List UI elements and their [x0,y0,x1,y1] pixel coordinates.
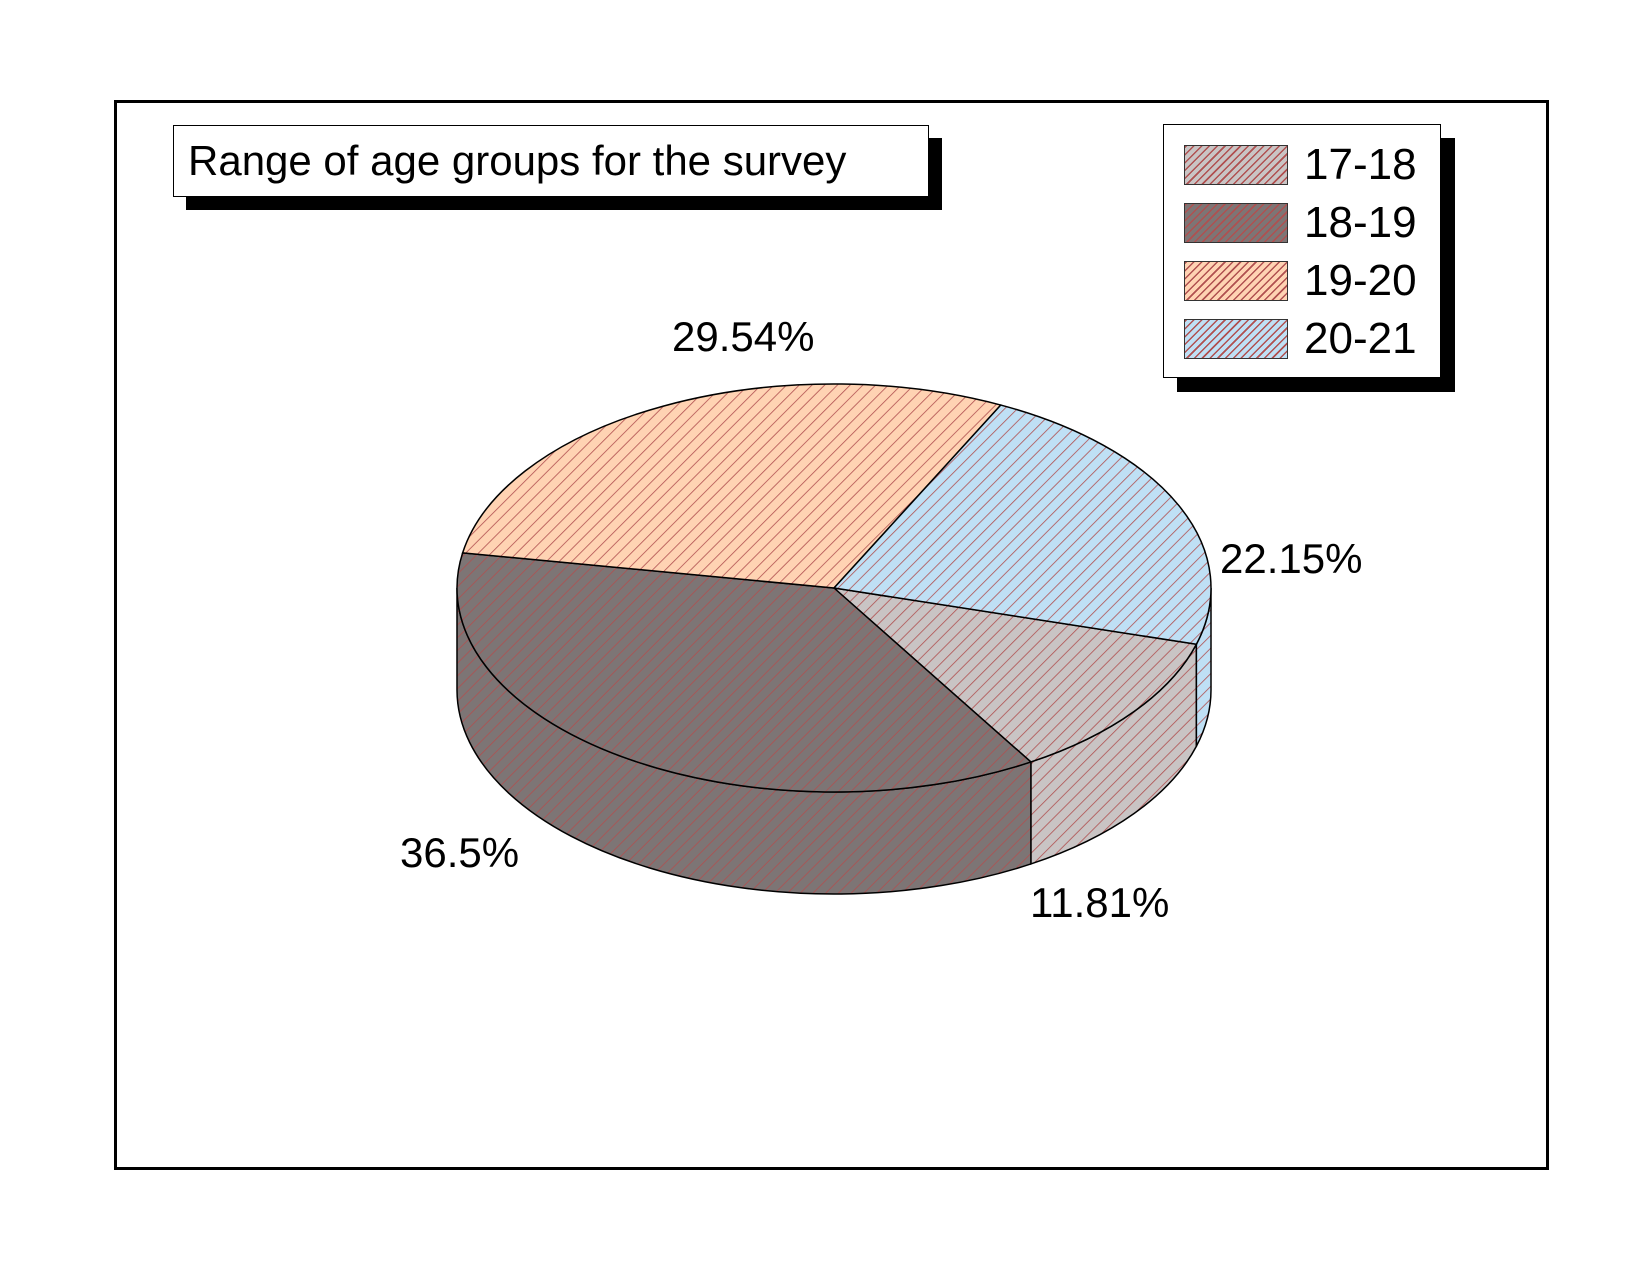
legend-label-18-19: 18-19 [1304,198,1417,247]
legend-label-20-21: 20-21 [1304,314,1417,363]
legend: 17-18 18-19 19-20 20-21 [1163,124,1441,378]
pie-slice-17-18 [831,586,1198,763]
legend-swatch-17-18 [1184,145,1288,185]
legend-item-19-20: 19-20 [1164,253,1440,309]
pie-slice-19-20 [461,383,1003,589]
data-label-18-19: 36.5% [400,829,520,876]
pie-slice-18-19 [456,552,1033,793]
legend-label-17-18: 17-18 [1304,140,1417,189]
legend-item-18-19: 18-19 [1164,195,1440,251]
data-label-19-20: 29.54% [672,313,815,360]
data-label-20-21: 22.15% [1220,535,1363,582]
legend-item-20-21: 20-21 [1164,311,1440,367]
legend-label-19-20: 19-20 [1304,256,1417,305]
legend-swatch-19-20 [1184,261,1288,301]
legend-item-17-18: 17-18 [1164,137,1440,193]
pie-slice-20-21 [832,404,1212,646]
legend-swatch-20-21 [1184,319,1288,359]
chart-title: Range of age groups for the survey [173,125,929,197]
legend-swatch-18-19 [1184,203,1288,243]
data-label-17-18: 11.81% [1030,879,1170,926]
